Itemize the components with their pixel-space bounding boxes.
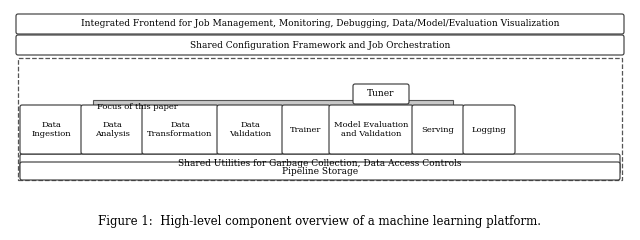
Text: Figure 1:  High-level component overview of a machine learning platform.: Figure 1: High-level component overview … [99, 215, 541, 228]
FancyBboxPatch shape [16, 35, 624, 55]
FancyBboxPatch shape [353, 84, 409, 104]
Text: Logging: Logging [472, 126, 506, 133]
FancyBboxPatch shape [20, 162, 620, 180]
Text: Data
Analysis: Data Analysis [95, 121, 129, 138]
FancyBboxPatch shape [20, 105, 82, 154]
FancyBboxPatch shape [81, 105, 143, 154]
Text: Trainer: Trainer [291, 126, 322, 133]
Text: Serving: Serving [422, 126, 454, 133]
Text: Shared Configuration Framework and Job Orchestration: Shared Configuration Framework and Job O… [190, 41, 450, 49]
FancyBboxPatch shape [20, 154, 620, 174]
Text: Data
Ingestion: Data Ingestion [31, 121, 71, 138]
Bar [93, 100, 453, 152]
FancyBboxPatch shape [217, 105, 283, 154]
Text: Tuner: Tuner [367, 90, 395, 98]
Text: Data
Transformation: Data Transformation [147, 121, 212, 138]
Text: Shared Utilities for Garbage Collection, Data Access Controls: Shared Utilities for Garbage Collection,… [179, 160, 461, 168]
FancyBboxPatch shape [282, 105, 330, 154]
FancyBboxPatch shape [463, 105, 515, 154]
FancyBboxPatch shape [412, 105, 464, 154]
Text: Pipeline Storage: Pipeline Storage [282, 167, 358, 175]
Text: Model Evaluation
and Validation: Model Evaluation and Validation [334, 121, 408, 138]
FancyBboxPatch shape [16, 14, 624, 34]
FancyBboxPatch shape [329, 105, 413, 154]
Text: Data
Validation: Data Validation [229, 121, 271, 138]
Bar [18, 58, 622, 180]
FancyBboxPatch shape [142, 105, 218, 154]
Text: Integrated Frontend for Job Management, Monitoring, Debugging, Data/Model/Evalua: Integrated Frontend for Job Management, … [81, 19, 559, 29]
Text: Focus of this paper: Focus of this paper [97, 103, 178, 111]
